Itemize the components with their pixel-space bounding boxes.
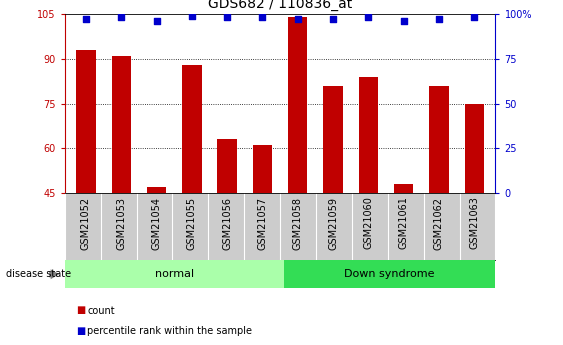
Point bbox=[293, 17, 302, 22]
FancyArrow shape bbox=[50, 269, 59, 279]
Text: GSM21059: GSM21059 bbox=[328, 197, 338, 249]
Bar bbox=[147, 187, 166, 193]
Text: GSM21054: GSM21054 bbox=[151, 197, 162, 249]
Bar bbox=[253, 145, 272, 193]
Point bbox=[435, 17, 444, 22]
Bar bbox=[464, 104, 484, 193]
Text: Down syndrome: Down syndrome bbox=[345, 269, 435, 279]
Text: count: count bbox=[87, 306, 115, 315]
Point bbox=[152, 18, 161, 24]
Bar bbox=[429, 86, 449, 193]
Text: GSM21060: GSM21060 bbox=[363, 197, 373, 249]
Bar bbox=[359, 77, 378, 193]
Text: GSM21053: GSM21053 bbox=[116, 197, 126, 249]
Bar bbox=[182, 65, 202, 193]
Point bbox=[399, 18, 408, 24]
Point bbox=[222, 14, 231, 20]
Title: GDS682 / 110836_at: GDS682 / 110836_at bbox=[208, 0, 352, 11]
Text: GSM21055: GSM21055 bbox=[187, 197, 197, 250]
Text: GSM21056: GSM21056 bbox=[222, 197, 232, 249]
Text: normal: normal bbox=[155, 269, 194, 279]
Point bbox=[117, 14, 126, 20]
Point bbox=[470, 14, 479, 20]
Text: GSM21063: GSM21063 bbox=[469, 197, 479, 249]
Bar bbox=[394, 184, 413, 193]
Text: ■: ■ bbox=[76, 326, 85, 336]
Text: GSM21061: GSM21061 bbox=[399, 197, 409, 249]
Text: GSM21062: GSM21062 bbox=[434, 197, 444, 249]
Bar bbox=[65, 260, 284, 288]
Bar bbox=[284, 260, 495, 288]
Text: GSM21052: GSM21052 bbox=[81, 197, 91, 250]
Bar bbox=[217, 139, 237, 193]
Bar bbox=[76, 50, 96, 193]
Text: GSM21057: GSM21057 bbox=[257, 197, 267, 250]
Text: disease state: disease state bbox=[6, 269, 71, 279]
Point bbox=[82, 17, 91, 22]
Text: GSM21058: GSM21058 bbox=[293, 197, 303, 249]
Point bbox=[329, 17, 338, 22]
Text: ■: ■ bbox=[76, 306, 85, 315]
Point bbox=[364, 14, 373, 20]
Bar bbox=[111, 56, 131, 193]
Bar bbox=[323, 86, 343, 193]
Point bbox=[187, 13, 196, 18]
Bar bbox=[288, 17, 307, 193]
Text: percentile rank within the sample: percentile rank within the sample bbox=[87, 326, 252, 336]
Point bbox=[258, 14, 267, 20]
